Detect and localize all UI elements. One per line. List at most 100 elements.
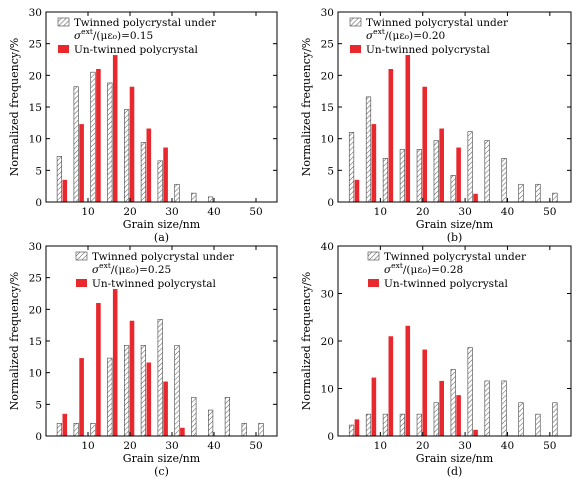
legend-label-untwinned: Un-twinned polycrystal: [92, 278, 217, 290]
y-tick-label: 25: [29, 39, 42, 51]
chart-panel-3: 0 5 10 15 20 25 30 10 20 30 40 50 Grain size/nm Norma…: [8, 241, 278, 478]
x-tick-label: 20: [123, 206, 136, 218]
y-tick-label: 30: [29, 7, 42, 19]
twinned-bar: [365, 413, 372, 437]
twinned-bar: [56, 423, 62, 437]
twinned-bar: [241, 423, 247, 437]
legend-swatch-twinned: [367, 251, 380, 261]
twinned-bar: [399, 413, 405, 437]
untwinned-bar: [388, 336, 394, 436]
legend-swatch-twinned: [57, 17, 70, 27]
legend-ratio: /(με₀)=0.25: [111, 264, 171, 276]
twinned-bar: [416, 413, 422, 437]
twinned-bar: [224, 397, 231, 437]
y-tick-label: 15: [29, 102, 42, 114]
untwinned-bar: [439, 128, 444, 202]
x-tick-label: 40: [501, 206, 514, 218]
legend-superscript: ext: [99, 261, 111, 270]
twinned-bar: [501, 380, 507, 437]
y-tick-label: 15: [29, 336, 42, 348]
twinned-bar: [191, 192, 197, 203]
legend-label-untwinned: Un-twinned polycrystal: [366, 44, 491, 56]
legend-sigma: σ: [92, 264, 100, 276]
x-tick-label: 30: [458, 440, 471, 452]
untwinned-bar: [354, 419, 360, 436]
legend-swatch-untwinned: [76, 279, 87, 287]
untwinned-bar: [96, 69, 101, 202]
untwinned-bar: [405, 325, 411, 436]
legend-ratio: /(με₀)=0.15: [93, 30, 153, 42]
twinned-bar: [399, 149, 405, 203]
legend-superscript: ext: [81, 27, 93, 36]
untwinned-bar: [163, 147, 168, 202]
y-tick-label: 25: [321, 39, 334, 51]
x-axis-label: Grain size/nm: [416, 452, 494, 465]
panel-label: (a): [154, 231, 169, 244]
y-axis-label: Normalized frequency/%: [8, 38, 21, 176]
twinned-bar: [433, 402, 439, 437]
x-tick-label: 50: [543, 440, 556, 452]
legend-label-twinned-condition: σext/(με₀)=0.15: [74, 27, 153, 42]
legend-label-twinned: Twinned polycrystal under: [92, 251, 235, 263]
untwinned-bar: [388, 69, 394, 202]
untwinned-bar: [473, 193, 478, 202]
twinned-bar: [191, 397, 197, 437]
legend-label-twinned-condition: σext/(με₀)=0.20: [366, 27, 445, 42]
legend-swatch-twinned: [75, 251, 88, 261]
untwinned-bar: [422, 349, 428, 436]
y-tick-label: 0: [327, 197, 334, 209]
y-tick-label: 10: [321, 384, 334, 396]
twinned-bar: [90, 423, 96, 437]
untwinned-bar: [371, 377, 377, 436]
x-tick-label: 10: [81, 440, 94, 452]
legend-label-twinned: Twinned polycrystal under: [384, 251, 527, 263]
untwinned-bar: [79, 358, 84, 436]
untwinned-bar: [146, 362, 152, 436]
y-tick-label: 20: [29, 70, 42, 82]
untwinned-bar: [62, 413, 68, 436]
twinned-bar: [518, 183, 524, 203]
untwinned-bar: [129, 86, 135, 202]
untwinned-bar: [456, 147, 461, 202]
y-tick-label: 15: [321, 102, 334, 114]
y-tick-label: 5: [35, 165, 42, 177]
x-tick-label: 50: [249, 206, 262, 218]
twinned-bar: [140, 345, 147, 437]
twinned-bar: [552, 402, 558, 437]
legend-swatch-untwinned: [368, 279, 379, 287]
x-tick-label: 50: [543, 206, 556, 218]
legend-swatch-twinned: [349, 17, 362, 27]
legend-sigma: σ: [384, 264, 392, 276]
y-tick-label: 5: [327, 165, 334, 177]
twinned-bar: [73, 86, 79, 203]
twinned-bar: [157, 319, 163, 437]
twinned-bar: [124, 109, 130, 203]
y-tick-label: 10: [29, 134, 42, 146]
chart-panel-2: 0 5 10 15 20 25 30 10 20 30 40 50 Grain size/nm Norma…: [300, 7, 572, 244]
untwinned-bar: [180, 427, 185, 436]
twinned-bar: [382, 158, 389, 203]
twinned-bar: [208, 409, 214, 437]
twinned-bar: [518, 402, 524, 437]
y-tick-label: 30: [321, 289, 334, 301]
legend-label-twinned-condition: σext/(με₀)=0.25: [92, 261, 171, 276]
untwinned-bar: [112, 55, 118, 202]
y-tick-label: 20: [321, 70, 334, 82]
legend-superscript: ext: [373, 27, 385, 36]
twinned-bar: [348, 424, 355, 437]
twinned-bar: [73, 423, 79, 437]
y-axis-label: Normalized frequency/%: [300, 272, 313, 410]
legend-superscript: ext: [391, 261, 403, 270]
x-tick-label: 10: [374, 206, 387, 218]
twinned-bar: [535, 413, 541, 437]
twinned-bar: [365, 96, 372, 203]
y-tick-label: 0: [35, 197, 42, 209]
twinned-bar: [382, 413, 389, 437]
legend-swatch-untwinned: [58, 45, 69, 53]
x-tick-label: 30: [165, 206, 178, 218]
legend-ratio: /(με₀)=0.20: [385, 30, 445, 42]
untwinned-bar: [456, 395, 461, 436]
y-tick-label: 20: [29, 304, 42, 316]
x-tick-label: 30: [458, 206, 471, 218]
